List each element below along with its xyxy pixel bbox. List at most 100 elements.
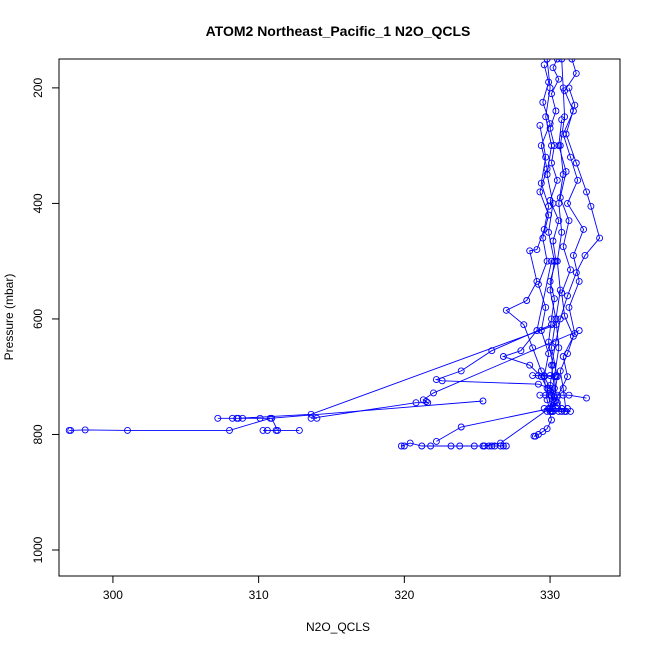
data-point [556, 367, 564, 375]
data-point [583, 394, 590, 402]
data-point [555, 75, 563, 83]
data-point [499, 353, 507, 360]
data-point [520, 321, 528, 329]
data-layer [65, 59, 604, 450]
profile-series [529, 372, 560, 381]
data-point [564, 373, 571, 381]
profile-series [536, 391, 590, 402]
series-line [532, 375, 556, 378]
data-point [569, 251, 577, 259]
data-point [272, 426, 280, 434]
data-point [239, 414, 247, 422]
data-point [580, 225, 588, 233]
data-point [488, 442, 496, 450]
data-point [564, 292, 571, 300]
data-point [558, 59, 566, 63]
data-point [526, 247, 534, 255]
x-axis: 300 310 320 330 [103, 575, 560, 602]
data-point [553, 402, 561, 410]
data-point [499, 442, 507, 450]
series-line [311, 330, 580, 419]
series-line [501, 261, 552, 412]
data-point [438, 377, 446, 385]
data-point [556, 142, 564, 150]
series-line [434, 324, 552, 389]
data-point [542, 153, 550, 161]
series-line [556, 59, 585, 412]
profile-series [397, 399, 561, 450]
data-point [532, 432, 539, 440]
data-point [214, 414, 222, 422]
series-line [505, 125, 554, 412]
data-point [549, 199, 557, 207]
data-point [456, 442, 464, 450]
data-point [548, 416, 555, 424]
data-point [226, 426, 233, 434]
data-point [422, 398, 430, 405]
data-point [228, 414, 236, 422]
data-point [559, 84, 567, 92]
y-tick-label: 400 [31, 193, 45, 213]
data-point [583, 188, 590, 196]
data-point [432, 437, 440, 445]
data-point [67, 426, 75, 434]
profile-series [65, 397, 487, 434]
series-line [537, 64, 551, 412]
y-tick-label: 800 [31, 424, 45, 444]
data-point [295, 426, 303, 434]
series-line [217, 324, 557, 431]
data-point [553, 373, 561, 381]
data-point [568, 59, 576, 63]
data-point [470, 442, 478, 450]
data-point [81, 426, 89, 434]
data-point [543, 59, 551, 63]
data-point [550, 257, 558, 265]
data-point [555, 344, 563, 352]
data-point [559, 171, 567, 178]
data-point [596, 234, 604, 242]
data-point [447, 442, 455, 450]
series-line [549, 87, 601, 412]
x-tick-label: 300 [103, 588, 123, 602]
data-point [542, 113, 550, 121]
data-point [539, 234, 547, 242]
data-point [397, 442, 405, 450]
data-point [523, 297, 531, 304]
data-point [546, 387, 554, 395]
data-point [536, 188, 544, 196]
data-point [549, 402, 557, 410]
data-point [567, 407, 574, 415]
series-line [401, 402, 558, 447]
data-point [517, 347, 525, 355]
data-point [526, 361, 534, 369]
data-point [536, 121, 544, 129]
x-tick-label: 330 [540, 588, 560, 602]
data-point [313, 414, 321, 422]
series-line [545, 59, 558, 406]
data-point [565, 217, 573, 225]
data-point [418, 442, 426, 450]
data-point [412, 399, 420, 407]
data-point [571, 101, 579, 109]
data-point [533, 246, 541, 254]
data-point [575, 277, 583, 285]
data-point [574, 176, 582, 184]
data-point [543, 171, 551, 178]
data-point [263, 426, 271, 434]
data-point [545, 228, 553, 236]
data-point [562, 130, 570, 138]
data-point [548, 361, 555, 369]
data-point [427, 442, 435, 450]
profile-series [546, 84, 604, 415]
data-point [555, 217, 563, 225]
data-point [549, 64, 557, 72]
data-point [552, 107, 560, 115]
data-point [559, 384, 567, 392]
data-point [565, 303, 573, 311]
data-point [561, 312, 569, 320]
data-point [539, 98, 547, 106]
data-point [572, 269, 580, 277]
x-tick-label: 310 [249, 588, 269, 602]
profile-series [432, 321, 555, 392]
